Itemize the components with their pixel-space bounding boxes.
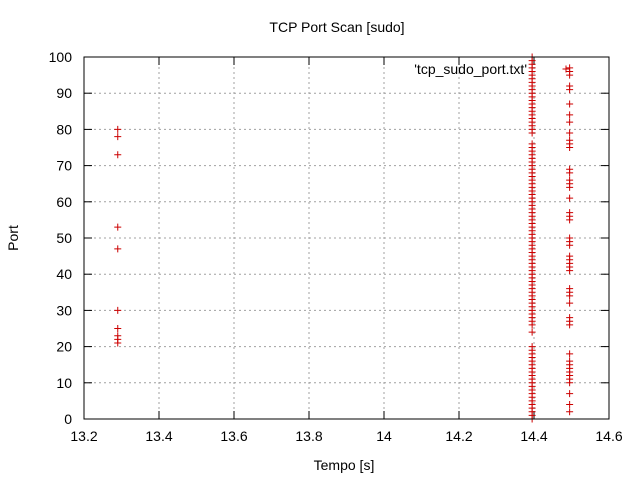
x-tick-label: 13.2 <box>70 428 97 444</box>
y-tick-label: 90 <box>56 85 72 101</box>
data-point <box>566 267 574 275</box>
plot-frame <box>83 56 610 420</box>
legend-label: 'tcp_sudo_port.txt' <box>414 61 527 77</box>
x-tick-label: 14.2 <box>445 428 472 444</box>
y-tick-label: 60 <box>56 194 72 210</box>
y-tick-label: 70 <box>56 158 72 174</box>
x-tick-label: 13.6 <box>220 428 247 444</box>
data-point <box>528 321 536 329</box>
data-point <box>528 328 536 336</box>
data-point <box>566 71 574 79</box>
data-point <box>528 129 536 137</box>
data-point <box>566 111 574 119</box>
legend: 'tcp_sudo_port.txt' <box>414 61 570 77</box>
y-axis-label: Port <box>5 225 21 251</box>
tick-labels: 13.2 13.4 13.6 13.8 14 14.2 14.4 14.6 0 10 20 30 40 5… <box>49 49 623 444</box>
y-tick-label: 20 <box>56 339 72 355</box>
data-point <box>566 86 574 94</box>
data-point <box>566 144 574 151</box>
data-point <box>114 223 122 231</box>
y-tick-label: 80 <box>56 121 72 137</box>
data-point <box>566 169 574 177</box>
chart-title: TCP Port Scan [sudo] <box>269 19 404 35</box>
data-points <box>114 53 574 423</box>
data-point <box>566 350 574 358</box>
legend-marker <box>562 65 570 73</box>
x-axis-label: Tempo [s] <box>314 457 375 473</box>
data-point <box>566 408 574 416</box>
data-point <box>566 194 574 202</box>
data-point <box>566 118 574 126</box>
data-point <box>566 129 574 137</box>
data-point <box>114 325 122 332</box>
data-point <box>114 306 122 314</box>
y-tick-label: 0 <box>64 411 72 427</box>
data-point <box>566 292 574 300</box>
data-point <box>566 401 574 409</box>
data-point <box>566 100 574 108</box>
x-tick-label: 14.4 <box>520 428 547 444</box>
x-tick-label: 13.4 <box>145 428 172 444</box>
data-point <box>566 241 574 249</box>
data-point <box>114 339 122 347</box>
data-point <box>114 125 122 133</box>
x-tick-label: 14 <box>376 428 392 444</box>
data-point <box>566 183 574 191</box>
data-point <box>566 299 574 307</box>
data-point <box>566 321 574 329</box>
y-tick-label: 10 <box>56 375 72 391</box>
y-tick-label: 100 <box>49 49 73 65</box>
x-tick-label: 13.8 <box>295 428 322 444</box>
data-point <box>114 151 122 159</box>
y-tick-label: 40 <box>56 266 72 282</box>
data-point <box>114 133 122 141</box>
x-tick-label: 14.6 <box>595 428 622 444</box>
y-tick-label: 50 <box>56 230 72 246</box>
data-point <box>566 379 574 387</box>
data-point <box>114 245 122 253</box>
data-point <box>566 390 574 398</box>
legend-point <box>562 65 570 73</box>
data-point <box>566 216 574 224</box>
y-tick-label: 30 <box>56 302 72 318</box>
